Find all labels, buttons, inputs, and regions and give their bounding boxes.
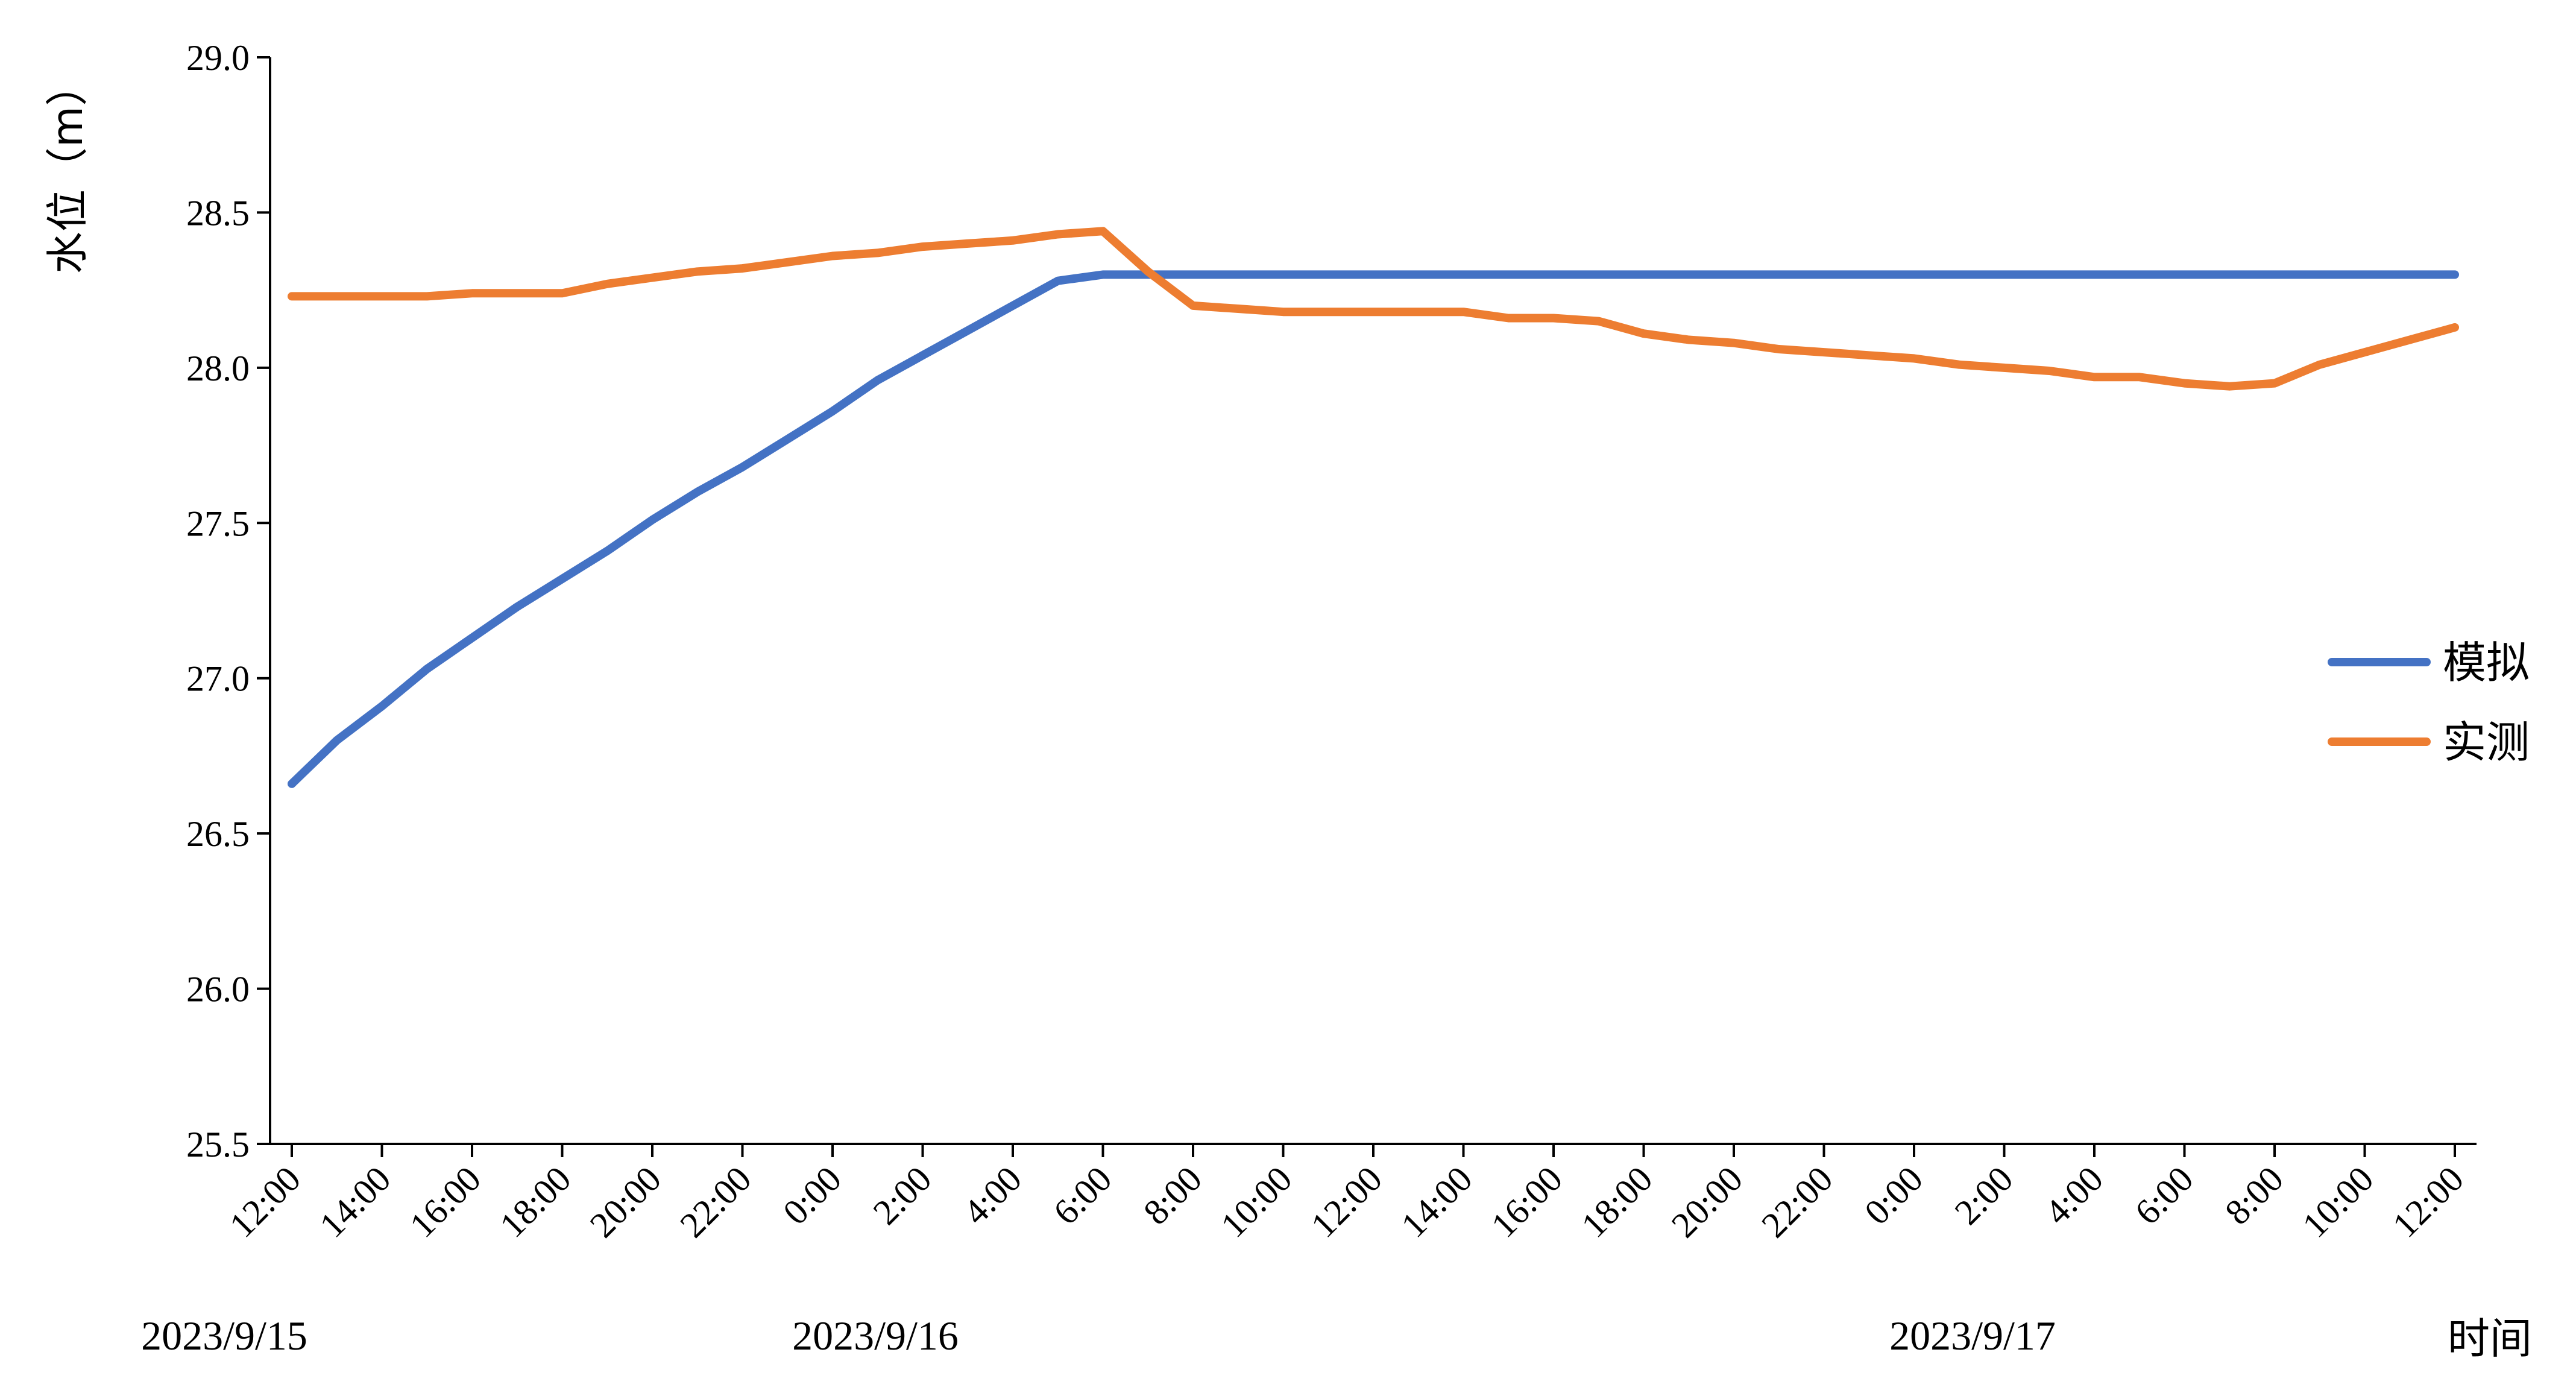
x-tick-label: 12:00 <box>222 1159 308 1245</box>
x-tick-label: 16:00 <box>402 1159 488 1245</box>
x-tick-label: 14:00 <box>312 1159 398 1245</box>
x-tick-label: 0:00 <box>1857 1159 1930 1233</box>
y-axis-title: 水位（m） <box>43 64 92 274</box>
y-tick-label: 27.0 <box>186 659 250 699</box>
date-label-day-1: 2023/9/15 <box>141 1313 307 1359</box>
x-tick-label: 10:00 <box>2294 1159 2381 1245</box>
y-tick-label: 29.0 <box>186 38 250 78</box>
y-axis-ticks: 25.5 26.0 26.5 27.0 27.5 28.0 28.5 29.0 <box>186 38 270 1164</box>
x-tick-label: 4:00 <box>2037 1159 2111 1233</box>
x-tick-label: 14:00 <box>1393 1159 1479 1245</box>
y-tick-label: 26.0 <box>186 970 250 1009</box>
x-tick-label: 18:00 <box>492 1159 578 1245</box>
series-lines <box>288 227 2459 788</box>
legend-label-simulated: 模拟 <box>2443 637 2530 688</box>
y-tick-label: 28.5 <box>186 193 250 233</box>
x-tick-label: 22:00 <box>1754 1159 1840 1245</box>
x-tick-label: 10:00 <box>1213 1159 1299 1245</box>
x-tick-label: 8:00 <box>2217 1159 2291 1233</box>
legend: 模拟 实测 <box>2328 637 2530 768</box>
series-line-simulated <box>288 270 2459 788</box>
legend-label-observed: 实测 <box>2443 717 2530 768</box>
y-tick-label: 26.5 <box>186 814 250 854</box>
x-tick-label: 18:00 <box>1573 1159 1660 1245</box>
y-tick-label: 28.0 <box>186 349 250 388</box>
x-tick-label: 20:00 <box>1664 1159 1750 1245</box>
x-tick-label: 0:00 <box>775 1159 849 1233</box>
axes <box>269 57 2477 1145</box>
y-tick-label: 25.5 <box>186 1125 250 1164</box>
x-tick-label: 4:00 <box>956 1159 1029 1233</box>
date-label-day-2: 2023/9/16 <box>792 1313 959 1359</box>
x-tick-label: 12:00 <box>1303 1159 1390 1245</box>
x-tick-label: 6:00 <box>1046 1159 1120 1233</box>
x-tick-label: 6:00 <box>2127 1159 2201 1233</box>
x-axis-ticks: 12:00 14:00 16:00 18:00 20:00 22:00 0:00 2:00 4:… <box>222 1144 2471 1245</box>
x-tick-label: 22:00 <box>672 1159 758 1245</box>
x-axis-title: 时间 <box>2448 1314 2532 1363</box>
date-label-day-3: 2023/9/17 <box>1889 1313 2056 1359</box>
date-labels: 2023/9/15 2023/9/16 2023/9/17 <box>141 1313 2056 1359</box>
x-tick-label: 20:00 <box>582 1159 669 1245</box>
x-tick-label: 2:00 <box>1947 1159 2021 1233</box>
x-tick-label: 12:00 <box>2385 1159 2471 1245</box>
x-tick-label: 8:00 <box>1136 1159 1209 1233</box>
series-line-observed <box>288 227 2459 391</box>
y-tick-label: 27.5 <box>186 504 250 543</box>
x-tick-label: 2:00 <box>866 1159 939 1233</box>
x-tick-label: 16:00 <box>1484 1159 1570 1245</box>
